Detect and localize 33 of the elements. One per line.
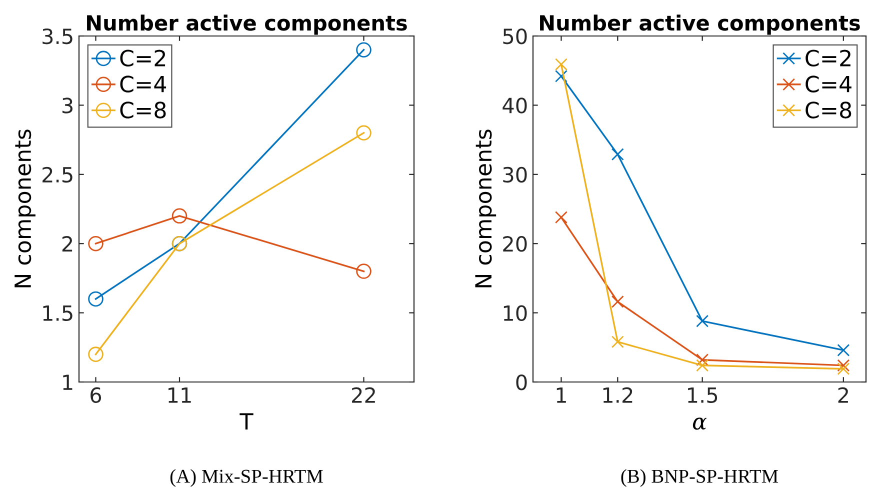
x-tick-label: 11 [168,388,191,403]
legend-label: C=2 [120,50,166,67]
legend-label: C=4 [120,76,166,92]
x-tick-label: 6 [90,387,102,403]
legend-label: C=2 [806,50,850,67]
x-axis-title: T [240,413,254,430]
y-tick-label: 2.5 [42,166,72,183]
y-tick-label: 40 [502,98,527,114]
y-tick-label: 3.5 [42,28,72,44]
x-tick-label: 2 [838,387,848,403]
chart-title: Number active components [87,14,407,35]
y-tick-label: 50 [503,28,527,44]
y-axis-title: N components [475,130,496,288]
y-tick-label: 30 [503,166,527,183]
x-tick-label: 1 [556,388,566,403]
chart-title: Number active components [540,14,860,35]
y-tick-label: 20 [503,236,527,252]
y-tick-label: 10 [504,305,527,322]
y-tick-label: 0 [516,374,527,390]
x-tick-label: 22 [352,387,375,403]
y-tick-label: 2 [62,236,72,252]
y-tick-label: 3 [62,98,72,114]
y-tick-label: 1 [63,374,72,390]
legend-label: C=8 [120,102,166,118]
legend-label: C=8 [806,102,852,118]
y-tick-label: 1.5 [43,306,72,322]
text: (B) BNP-SP-HRTM [621,469,778,487]
x-tick-label: 1.5 [688,388,718,403]
x-axis-title: α [692,418,707,430]
y-axis-title: N components [14,130,36,288]
text: (A) Mix-SP-HRTM [170,469,323,487]
x-tick-label: 1.2 [603,387,632,403]
legend-label: C=4 [806,76,852,92]
